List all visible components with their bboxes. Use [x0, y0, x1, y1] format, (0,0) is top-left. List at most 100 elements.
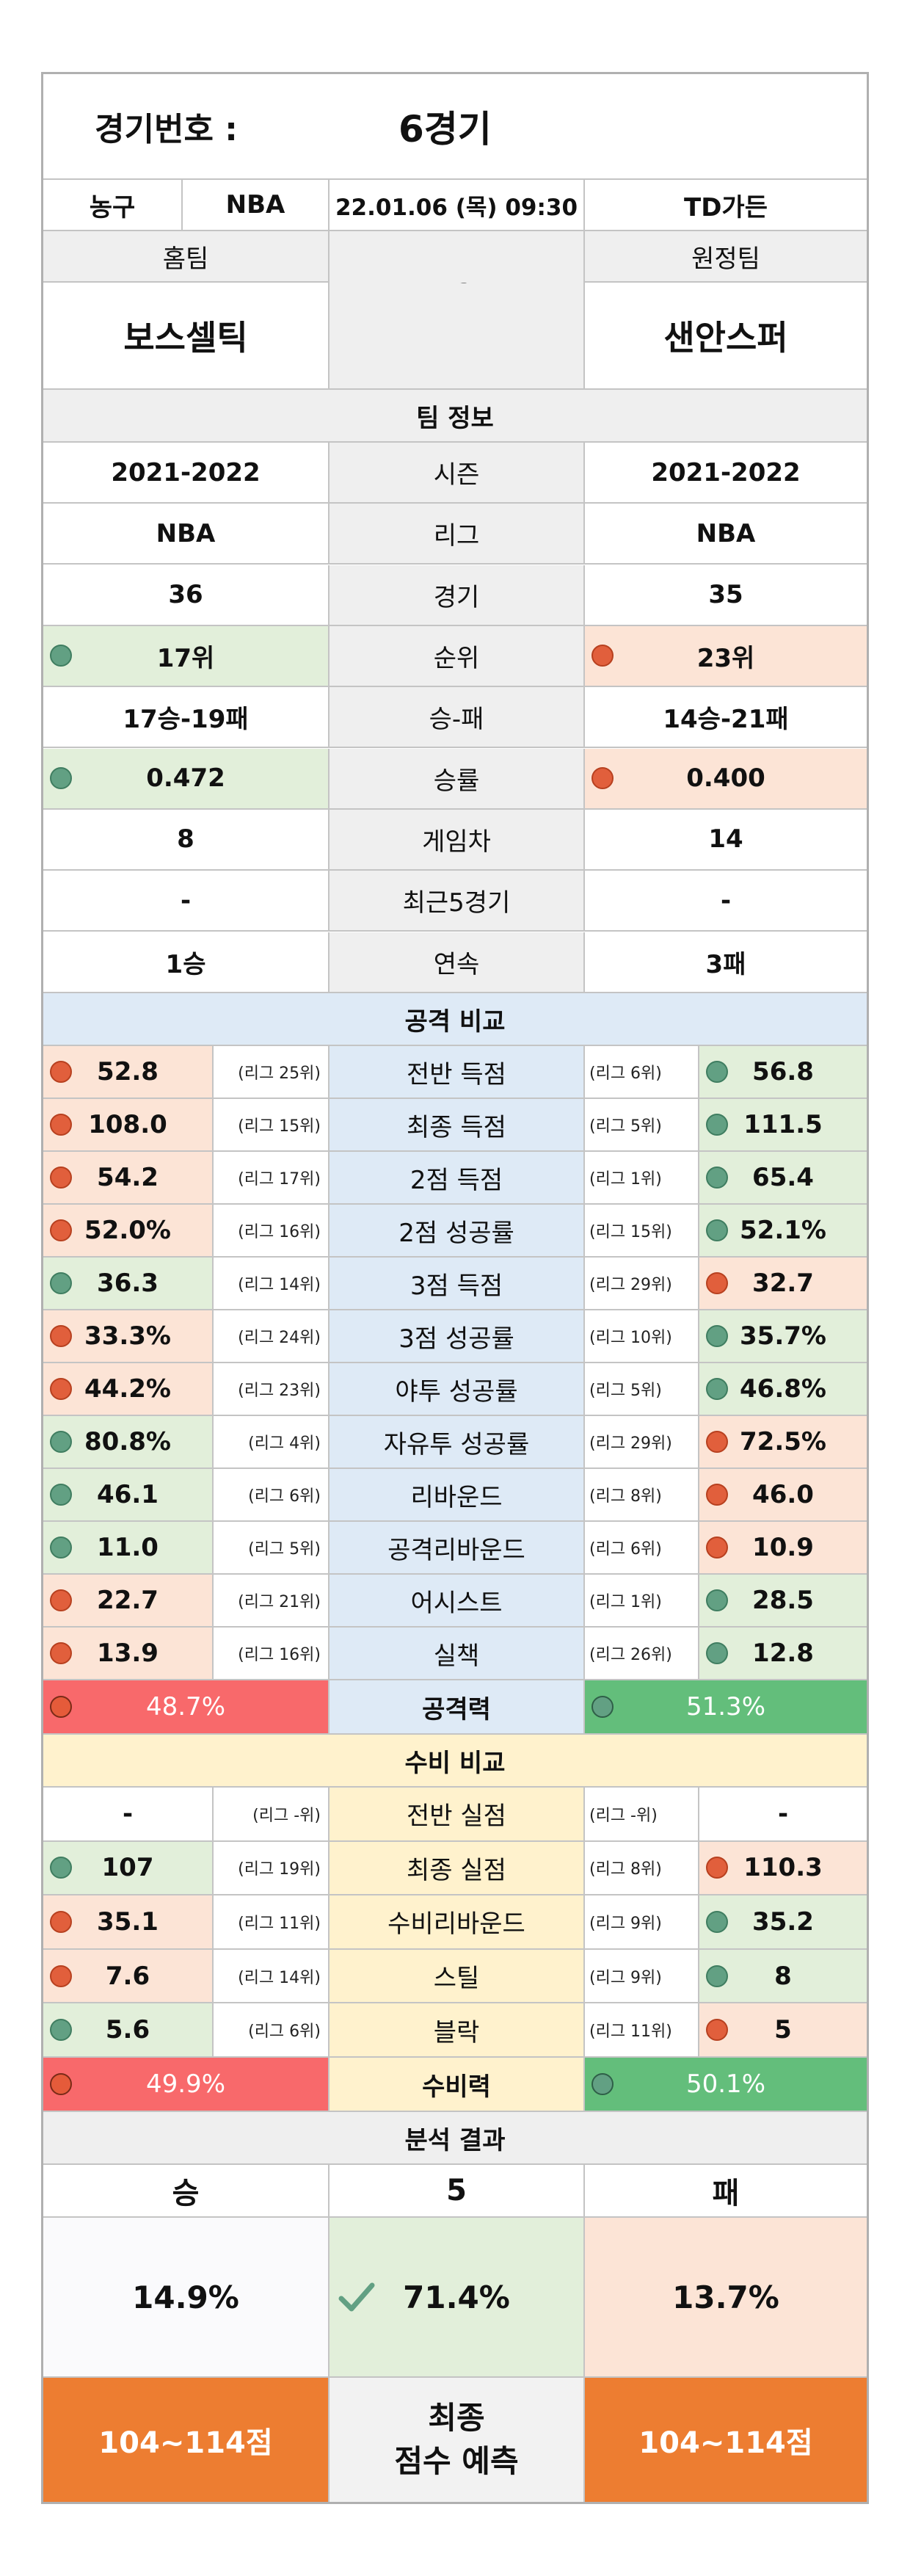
- home-league-rank: (리그 16위): [214, 1628, 330, 1679]
- home-value: -: [180, 885, 192, 915]
- team-info-row: 2021-2022 시즌 2021-2022: [43, 443, 867, 504]
- defense-row: - (리그 -위) 전반 실점 (리그 -위) -: [43, 1788, 867, 1842]
- away-value: 3패: [705, 949, 746, 979]
- attack-row: 46.1 (리그 6위) 리바운드 (리그 8위) 46.0: [43, 1469, 867, 1522]
- home-value-cell: 36: [43, 565, 330, 625]
- away-value-cell: 28.5: [699, 1575, 867, 1626]
- home-value: -: [122, 1799, 134, 1829]
- stat-label: 시즌: [330, 443, 585, 502]
- home-value: 52.8: [97, 1057, 159, 1086]
- home-value: 2021-2022: [111, 457, 261, 487]
- away-league-rank: (리그 29위): [585, 1258, 699, 1309]
- red-circle-icon: [50, 2073, 72, 2095]
- defense-row: 7.6 (리그 14위) 스틸 (리그 9위) 8: [43, 1949, 867, 2004]
- red-circle-icon: [50, 1325, 72, 1347]
- attack-header: 공격 비교: [43, 993, 867, 1046]
- red-circle-icon: [50, 1378, 72, 1400]
- away-value: -: [720, 885, 732, 915]
- away-value-cell: 32.7: [699, 1258, 867, 1309]
- final-label-line2: 점수 예측: [394, 2442, 519, 2479]
- stat-label: 어시스트: [330, 1575, 585, 1626]
- away-league-rank: (리그 1위): [585, 1575, 699, 1626]
- attack-row: 52.8 (리그 25위) 전반 득점 (리그 6위) 56.8: [43, 1046, 867, 1099]
- team-info-row: NBA 리그 NBA: [43, 504, 867, 565]
- datetime-cell: 22.01.06 (목) 09:30: [330, 180, 585, 230]
- match-number: 6경기: [398, 108, 492, 150]
- win-label: 승: [43, 2165, 330, 2216]
- away-value: 2021-2022: [651, 457, 801, 487]
- stat-label: 전반 득점: [330, 1046, 585, 1097]
- away-league-rank: (리그 6위): [585, 1522, 699, 1573]
- stat-label: 경기: [330, 565, 585, 625]
- attack-row: 33.3% (리그 24위) 3점 성공률 (리그 10위) 35.7%: [43, 1310, 867, 1363]
- stat-label: 3점 성공률: [330, 1310, 585, 1362]
- final-label-line1: 최종: [428, 2399, 485, 2436]
- home-value-cell: 107: [43, 1841, 214, 1895]
- away-value: 72.5%: [740, 1427, 826, 1456]
- team-name-row: 보스셀틱 vs 샌안스퍼: [43, 283, 867, 390]
- away-defense-power-value: 50.1%: [685, 2069, 765, 2099]
- title-cell: 경기번호 : 6경기: [43, 74, 867, 178]
- away-value: 35: [708, 580, 743, 610]
- league-cell: NBA: [183, 180, 330, 230]
- title-row: 경기번호 : 6경기: [43, 74, 867, 180]
- loss-label: 패: [585, 2165, 867, 2216]
- defense-row: 5.6 (리그 6위) 블락 (리그 11위) 5: [43, 2003, 867, 2058]
- away-league-rank: (리그 26위): [585, 1628, 699, 1679]
- away-value-cell: 23위: [585, 625, 867, 686]
- away-league-rank: (리그 5위): [585, 1363, 699, 1415]
- home-league-rank: (리그 5위): [214, 1522, 330, 1573]
- away-value: 23위: [696, 643, 755, 673]
- green-circle-icon: [706, 1642, 728, 1664]
- team-info-row: 0.472 승률 0.400: [43, 748, 867, 810]
- match-analysis-sheet: 경기번호 : 6경기 농구 NBA 22.01.06 (목) 09:30 TD가…: [41, 72, 869, 2504]
- stat-label: 블락: [330, 2003, 585, 2056]
- home-value-cell: 11.0: [43, 1522, 214, 1573]
- away-value-cell: -: [699, 1788, 867, 1840]
- home-value: 52.0%: [84, 1216, 171, 1245]
- vs-cell: vs: [330, 283, 585, 388]
- stat-label: 스틸: [330, 1949, 585, 2003]
- green-circle-icon: [50, 767, 72, 790]
- attack-row: 108.0 (리그 15위) 최종 득점 (리그 5위) 111.5: [43, 1099, 867, 1152]
- stat-label: 2점 성공률: [330, 1205, 585, 1256]
- green-circle-icon: [706, 1325, 728, 1347]
- home-league-rank: (리그 15위): [214, 1099, 330, 1150]
- away-value: 0.400: [686, 763, 765, 794]
- away-value-cell: 8: [699, 1949, 867, 2003]
- home-value: 17위: [156, 643, 215, 673]
- red-circle-icon: [706, 2019, 728, 2042]
- away-league-rank: (리그 -위): [585, 1788, 699, 1840]
- team-label-row: 홈팀 원정팀: [43, 231, 867, 283]
- away-value: 46.0: [752, 1480, 814, 1509]
- attack-power-row: 48.7% 공격력 51.3%: [43, 1680, 867, 1735]
- away-league-rank: (리그 6위): [585, 1046, 699, 1097]
- home-value-cell: -: [43, 1788, 214, 1840]
- analysis-header: 분석 결과: [43, 2112, 867, 2165]
- home-value-cell: 7.6: [43, 1949, 214, 2003]
- home-score-prediction: 104~114점: [43, 2378, 330, 2502]
- stat-label: 공격리바운드: [330, 1522, 585, 1573]
- home-value-cell: 5.6: [43, 2003, 214, 2056]
- stat-label: 승-패: [330, 687, 585, 747]
- away-league-rank: (리그 11위): [585, 2003, 699, 2056]
- home-value-cell: 2021-2022: [43, 443, 330, 502]
- home-value-cell: 54.2: [43, 1152, 214, 1203]
- home-value: 7.6: [105, 1961, 150, 1991]
- home-value: 13.9: [97, 1639, 159, 1668]
- home-value: 54.2: [97, 1163, 159, 1192]
- attack-power-label: 공격력: [330, 1680, 585, 1733]
- red-circle-icon: [706, 1536, 728, 1559]
- home-defense-power: 49.9%: [43, 2058, 330, 2111]
- away-value-cell: 35.7%: [699, 1310, 867, 1362]
- away-value-cell: 35.2: [699, 1895, 867, 1948]
- home-team-name: 보스셀틱: [43, 283, 330, 388]
- away-value: 46.8%: [740, 1374, 826, 1404]
- red-circle-icon: [50, 1696, 72, 1718]
- green-circle-icon: [50, 1857, 72, 1879]
- defense-header: 수비 비교: [43, 1735, 867, 1788]
- green-circle-icon: [592, 2073, 614, 2095]
- stat-label: 전반 실점: [330, 1788, 585, 1840]
- away-value-cell: 12.8: [699, 1628, 867, 1679]
- away-attack-power: 51.3%: [585, 1680, 867, 1733]
